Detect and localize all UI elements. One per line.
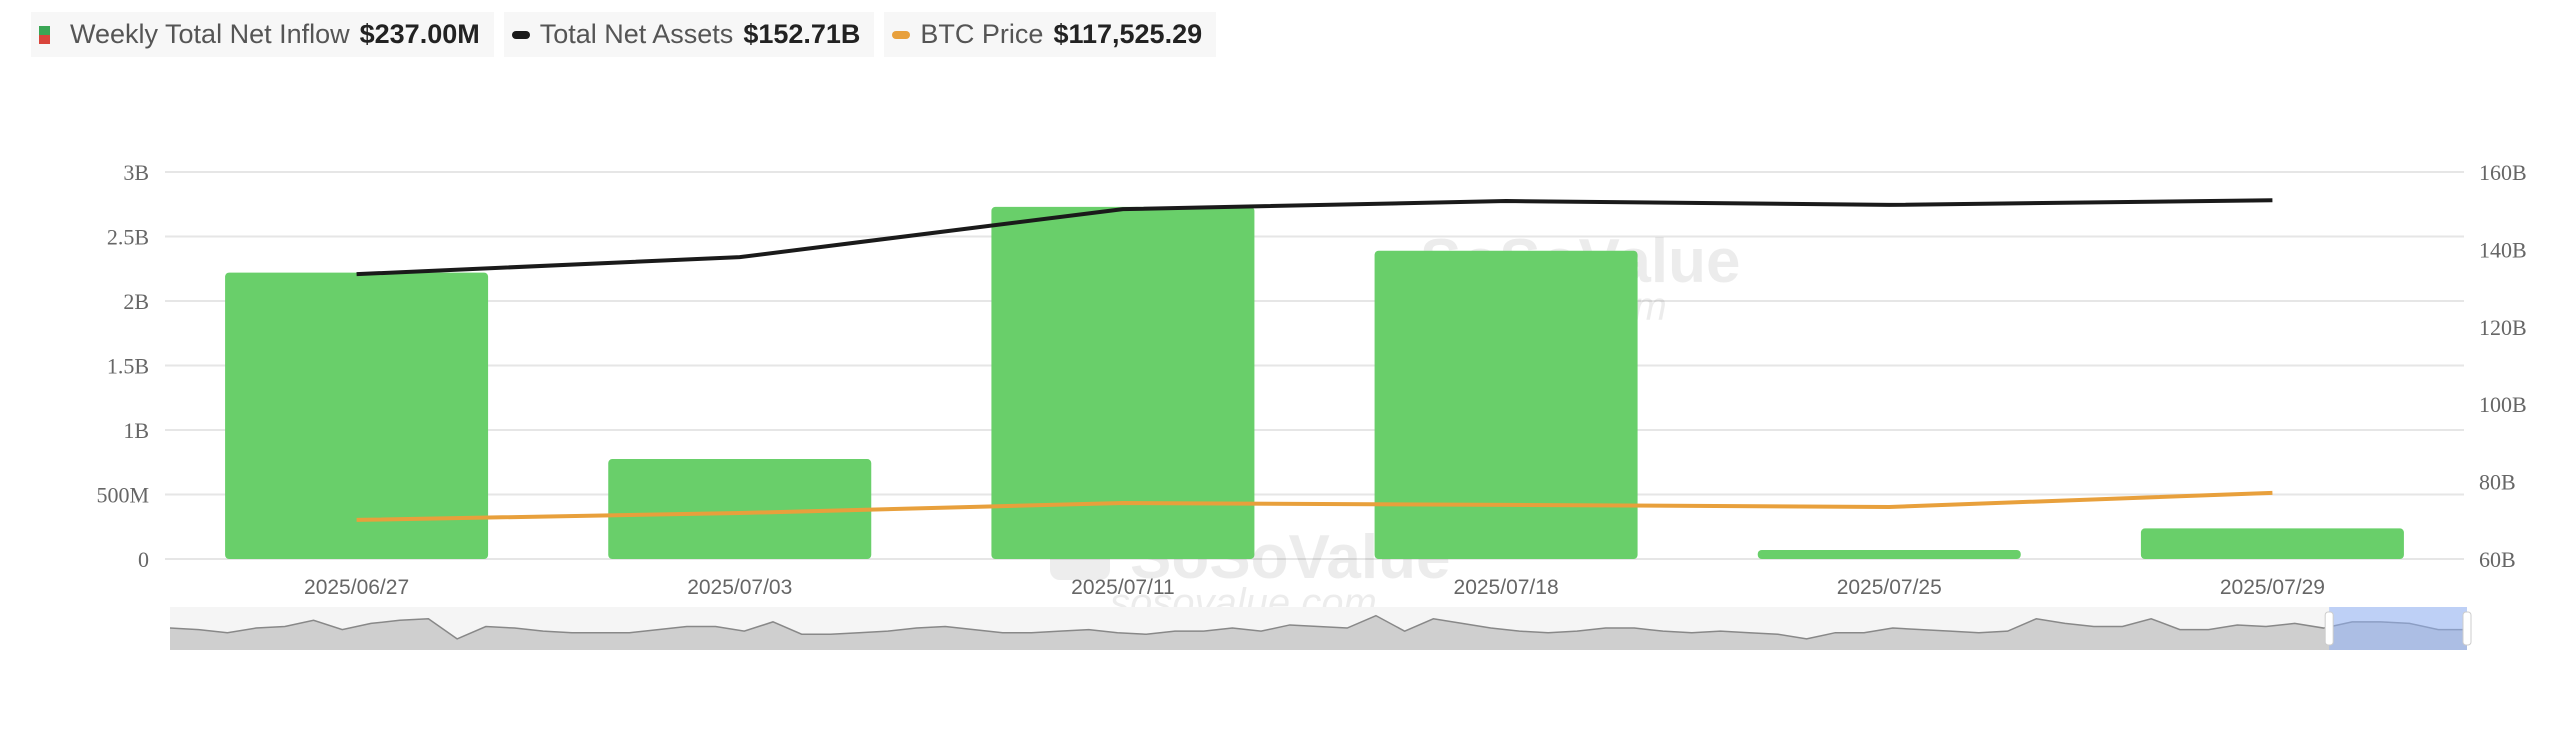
y-right-tick-label: 80B [2479,470,2516,495]
range-navigator[interactable] [169,607,2472,650]
legend-label: BTC Price [920,19,1044,49]
x-tick-label: 2025/07/11 [1071,576,1175,599]
y-right-tick-label: 140B [2479,237,2527,262]
legend-label: Weekly Total Net Inflow [70,19,350,49]
y-right-tick-label: 160B [2479,160,2527,185]
x-tick-label: 2025/07/29 [2220,576,2325,599]
y-left-tick-label: 0 [138,547,149,572]
navigator-area [170,615,2467,650]
line-btc-price [356,490,2273,522]
legend-label: Total Net Assets [539,19,734,49]
x-tick-label: 2025/07/18 [1454,576,1559,599]
y-right-tick-label: 100B [2479,392,2527,417]
navigator-handle[interactable] [2462,611,2472,646]
navigator-line [169,614,2467,640]
legend-value: $152.71B [743,19,861,49]
legend-item-total-net-assets[interactable]: Total Net Assets $152.71B [503,12,875,57]
bar-net-inflow [1757,549,2021,559]
legend-value: $117,525.29 [1053,19,1203,49]
bar-net-inflow [225,272,489,559]
y-left-tick-label: 1B [123,418,149,443]
legend-item-btc-price[interactable]: BTC Price $117,525.29 [884,12,1217,57]
y-left-tick-label: 2.5B [107,225,149,250]
line-swatch-icon [511,30,530,39]
line-total-net-assets [356,198,2273,277]
bar-net-inflow [1374,250,1638,559]
y-right-tick-label: 60B [2479,547,2516,572]
navigator-selection[interactable] [2329,607,2467,650]
y-left-tick-label: 2B [123,289,149,314]
y-left-tick-label: 1.5B [107,354,149,379]
bar-net-inflow [991,206,1255,559]
y-right-tick-label: 120B [2479,315,2527,340]
x-tick-label: 2025/07/03 [687,576,792,599]
chart-legend: Weekly Total Net Inflow $237.00M Total N… [31,12,1217,57]
bar-net-inflow [2140,528,2404,559]
x-tick-label: 2025/06/27 [304,576,409,599]
y-left-tick-label: 500M [96,483,149,508]
navigator-handle[interactable] [2324,611,2334,646]
legend-item-net-inflow[interactable]: Weekly Total Net Inflow $237.00M [31,12,494,57]
y-left-tick-label: 3B [123,160,149,185]
x-tick-label: 2025/07/25 [1837,576,1942,599]
legend-value: $237.00M [359,19,480,49]
bar-net-inflow [608,459,872,559]
line-swatch-icon [892,30,911,39]
bar-swatch-icon [39,25,50,44]
